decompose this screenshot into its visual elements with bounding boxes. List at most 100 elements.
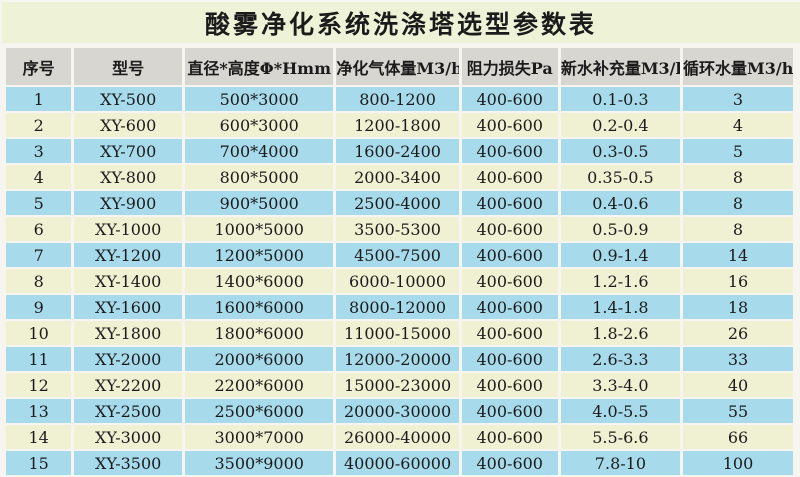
table-cell: 800*5000: [185, 165, 334, 189]
table-row: 1 XY-500 500*3000 800-1200 400-600 0.1-0.3 3: [6, 87, 793, 111]
table-cell: 1600*6000: [185, 295, 334, 319]
table-cell: 1400*6000: [185, 269, 334, 293]
table-cell: 6: [6, 217, 72, 241]
table-cell: 8: [6, 269, 72, 293]
table-cell: 5: [6, 191, 72, 215]
table-cell: XY-1600: [74, 295, 183, 319]
table-row: 2 XY-600 600*3000 1200-1800 400-600 0.2-0.4 4: [6, 113, 793, 137]
table-cell: 5.5-6.6: [560, 425, 680, 449]
table-row: 3 XY-700 700*4000 1600-2400 400-600 0.3-0.5 5: [6, 139, 793, 163]
column-header: 阻力损失Pa: [461, 48, 558, 85]
table-row: 9 XY-1600 1600*6000 8000-12000 400-600 1.4-1.…: [6, 295, 793, 319]
column-header: 新水补充量M3/h: [560, 48, 680, 85]
table-cell: 400-600: [461, 113, 558, 137]
column-header: 循环水量M3/h: [683, 48, 793, 85]
table-cell: 5: [683, 139, 793, 163]
table-cell: 0.9-1.4: [560, 243, 680, 267]
table-cell: 800-1200: [336, 87, 459, 111]
table-cell: 11: [6, 347, 72, 371]
table-cell: 40: [683, 373, 793, 397]
table-cell: 0.5-0.9: [560, 217, 680, 241]
column-header: 直径*高度Φ*Hmm: [185, 48, 334, 85]
table-cell: 8: [683, 217, 793, 241]
header-row: 序号 型号 直径*高度Φ*Hmm 净化气体量M3/h 阻力损失Pa 新水补充量M3/h 循环…: [6, 48, 793, 85]
table-cell: 700*4000: [185, 139, 334, 163]
table-cell: 3500*9000: [185, 451, 334, 475]
table-cell: XY-700: [74, 139, 183, 163]
table-cell: 2: [6, 113, 72, 137]
table-cell: 12000-20000: [336, 347, 459, 371]
table-cell: 13: [6, 399, 72, 423]
table-cell: 0.1-0.3: [560, 87, 680, 111]
table-cell: 1.2-1.6: [560, 269, 680, 293]
table-cell: 400-600: [461, 87, 558, 111]
table-cell: XY-3500: [74, 451, 183, 475]
table-cell: 400-600: [461, 425, 558, 449]
table-cell: 0.35-0.5: [560, 165, 680, 189]
table-row: 8 XY-1400 1400*6000 6000-10000 400-600 1.2-1.…: [6, 269, 793, 293]
table-cell: 1200*5000: [185, 243, 334, 267]
table-row: 5 XY-900 900*5000 2500-4000 400-600 0.4-0.6 8: [6, 191, 793, 215]
table-cell: 400-600: [461, 165, 558, 189]
table-cell: 600*3000: [185, 113, 334, 137]
table-cell: 1.8-2.6: [560, 321, 680, 345]
table-row: 15 XY-3500 3500*9000 40000-60000 400-600 7.8-…: [6, 451, 793, 475]
table-cell: 11000-15000: [336, 321, 459, 345]
table-cell: 1200-1800: [336, 113, 459, 137]
table-cell: 33: [683, 347, 793, 371]
table-row: 4 XY-800 800*5000 2000-3400 400-600 0.35-0.5 8: [6, 165, 793, 189]
table-cell: 0.2-0.4: [560, 113, 680, 137]
table-cell: 1800*6000: [185, 321, 334, 345]
table-cell: 14: [6, 425, 72, 449]
table-cell: 9: [6, 295, 72, 319]
table-cell: 3500-5300: [336, 217, 459, 241]
table-cell: XY-600: [74, 113, 183, 137]
column-header: 净化气体量M3/h: [336, 48, 459, 85]
table-cell: 400-600: [461, 243, 558, 267]
table-cell: 3.3-4.0: [560, 373, 680, 397]
table-cell: XY-2000: [74, 347, 183, 371]
table-cell: XY-800: [74, 165, 183, 189]
table-cell: 400-600: [461, 373, 558, 397]
table-cell: 12: [6, 373, 72, 397]
parameters-table: 序号 型号 直径*高度Φ*Hmm 净化气体量M3/h 阻力损失Pa 新水补充量M3/h 循环…: [3, 46, 796, 477]
table-body: 1 XY-500 500*3000 800-1200 400-600 0.1-0.3 3 2 X…: [6, 87, 793, 475]
table-cell: 400-600: [461, 347, 558, 371]
table-cell: 20000-30000: [336, 399, 459, 423]
table-cell: 66: [683, 425, 793, 449]
table-cell: XY-2500: [74, 399, 183, 423]
table-cell: 400-600: [461, 321, 558, 345]
table-cell: 1600-2400: [336, 139, 459, 163]
page-title: 酸雾净化系统洗涤塔选型参数表: [204, 9, 597, 39]
table-row: 12 XY-2200 2200*6000 15000-23000 400-600 3.3-…: [6, 373, 793, 397]
table-cell: 2500*6000: [185, 399, 334, 423]
table-cell: 1000*5000: [185, 217, 334, 241]
title-band: 酸雾净化系统洗涤塔选型参数表: [2, 2, 800, 43]
table-cell: 3: [683, 87, 793, 111]
table-cell: 16: [683, 269, 793, 293]
column-header: 型号: [74, 48, 183, 85]
table-cell: 400-600: [461, 191, 558, 215]
table-cell: 15000-23000: [336, 373, 459, 397]
table-cell: 26: [683, 321, 793, 345]
table-cell: 6000-10000: [336, 269, 459, 293]
table-cell: XY-2200: [74, 373, 183, 397]
table-cell: XY-3000: [74, 425, 183, 449]
table-cell: 0.3-0.5: [560, 139, 680, 163]
table-cell: XY-1400: [74, 269, 183, 293]
table-cell: XY-900: [74, 191, 183, 215]
table-cell: 900*5000: [185, 191, 334, 215]
table-cell: 100: [683, 451, 793, 475]
table-cell: 1: [6, 87, 72, 111]
table-cell: XY-1000: [74, 217, 183, 241]
table-cell: 55: [683, 399, 793, 423]
table-cell: 3000*7000: [185, 425, 334, 449]
table-cell: 4.0-5.5: [560, 399, 680, 423]
table-cell: 8: [683, 191, 793, 215]
table-cell: 400-600: [461, 269, 558, 293]
table-cell: 10: [6, 321, 72, 345]
table-cell: 40000-60000: [336, 451, 459, 475]
table-cell: 7.8-10: [560, 451, 680, 475]
table-cell: 400-600: [461, 295, 558, 319]
